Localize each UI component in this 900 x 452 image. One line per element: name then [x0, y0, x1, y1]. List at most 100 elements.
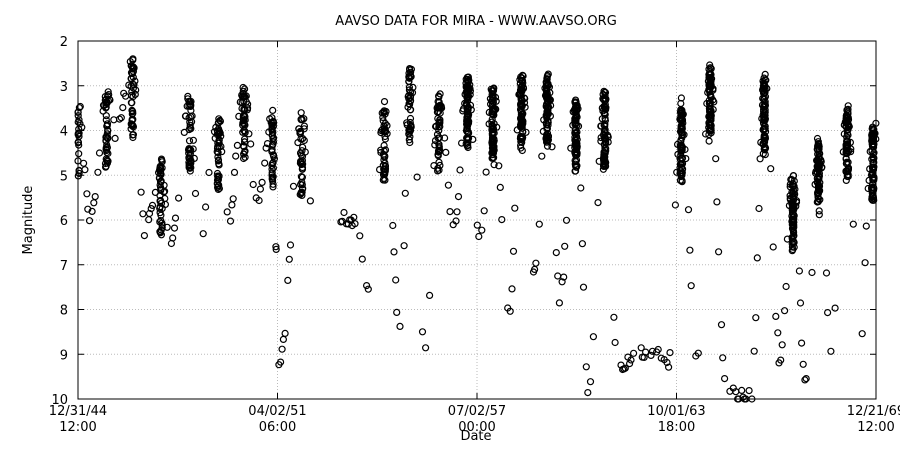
data-point [473, 221, 481, 229]
data-point [572, 133, 581, 141]
data-point [102, 104, 110, 112]
data-point [101, 96, 109, 104]
data-point [573, 135, 581, 144]
data-point [539, 127, 547, 135]
y-axis-label: Magnitude [21, 186, 36, 255]
data-point [268, 121, 276, 130]
data-point [300, 136, 308, 144]
data-point [676, 169, 684, 177]
data-point [127, 99, 135, 107]
data-point [436, 116, 444, 124]
data-point [217, 132, 225, 140]
data-point [861, 259, 869, 267]
data-point [844, 102, 852, 110]
data-point [406, 114, 415, 123]
data-point [706, 73, 715, 82]
data-point [241, 116, 249, 124]
data-point [139, 210, 147, 218]
data-point [517, 115, 525, 123]
data-point [132, 86, 140, 94]
data-point [677, 172, 685, 181]
data-point [755, 204, 763, 213]
data-point [604, 138, 612, 146]
data-point [811, 180, 819, 188]
data-point [186, 164, 194, 172]
data-point [217, 142, 225, 151]
data-point [707, 75, 716, 83]
data-point [215, 172, 223, 180]
data-point [241, 135, 249, 143]
data-point [171, 214, 180, 222]
data-point [161, 200, 169, 208]
data-point [621, 364, 629, 372]
data-point [406, 138, 414, 147]
data-point [294, 139, 302, 147]
data-point [281, 329, 289, 337]
data-point [677, 107, 685, 115]
data-point [790, 182, 798, 190]
data-point [239, 83, 247, 92]
data-point [459, 107, 467, 115]
data-point [454, 193, 463, 201]
data-point [392, 276, 400, 284]
data-point [677, 99, 685, 108]
data-point [175, 194, 183, 202]
data-point [777, 356, 785, 364]
data-point [687, 282, 695, 290]
data-point [489, 154, 497, 162]
data-point [637, 344, 645, 352]
data-point [396, 322, 404, 330]
data-point [156, 162, 164, 170]
data-point [446, 208, 454, 216]
data-point [241, 138, 249, 146]
data-point [130, 64, 138, 72]
data-point [403, 119, 411, 127]
data-point [788, 217, 796, 225]
data-point [435, 92, 443, 100]
data-point [298, 173, 306, 181]
data-point [625, 360, 634, 368]
data-point [485, 120, 493, 128]
data-point [297, 188, 305, 197]
data-point [815, 145, 823, 153]
data-point [147, 205, 155, 213]
data-point [518, 117, 527, 125]
data-point [400, 242, 408, 250]
data-point [738, 386, 746, 394]
data-point [377, 146, 385, 154]
data-point [570, 106, 578, 114]
data-point [422, 344, 430, 352]
data-point [441, 134, 449, 142]
data-point [156, 228, 164, 236]
data-point [814, 197, 822, 205]
data-point [752, 314, 760, 322]
data-point [753, 254, 761, 262]
data-point [676, 115, 684, 123]
data-point [562, 216, 571, 224]
data-point [215, 161, 223, 169]
data-point [269, 117, 277, 125]
data-point [297, 160, 306, 169]
data-point [157, 211, 165, 219]
data-point [418, 328, 427, 336]
x-tick-time: 18:00 [658, 420, 695, 435]
data-point [572, 98, 580, 106]
data-point [376, 166, 384, 174]
data-point [496, 183, 504, 191]
data-point [95, 149, 104, 157]
data-point [866, 165, 874, 173]
data-point [218, 148, 226, 156]
data-point [666, 349, 674, 357]
data-point [156, 174, 164, 182]
data-point [761, 125, 769, 133]
data-point [706, 61, 714, 69]
data-point [543, 71, 552, 80]
data-point [513, 126, 521, 134]
data-point [261, 159, 269, 167]
data-point [600, 148, 608, 156]
data-point [849, 220, 857, 228]
data-point [858, 330, 866, 338]
data-point [126, 57, 134, 66]
data-point [780, 307, 789, 315]
data-point [811, 169, 820, 177]
